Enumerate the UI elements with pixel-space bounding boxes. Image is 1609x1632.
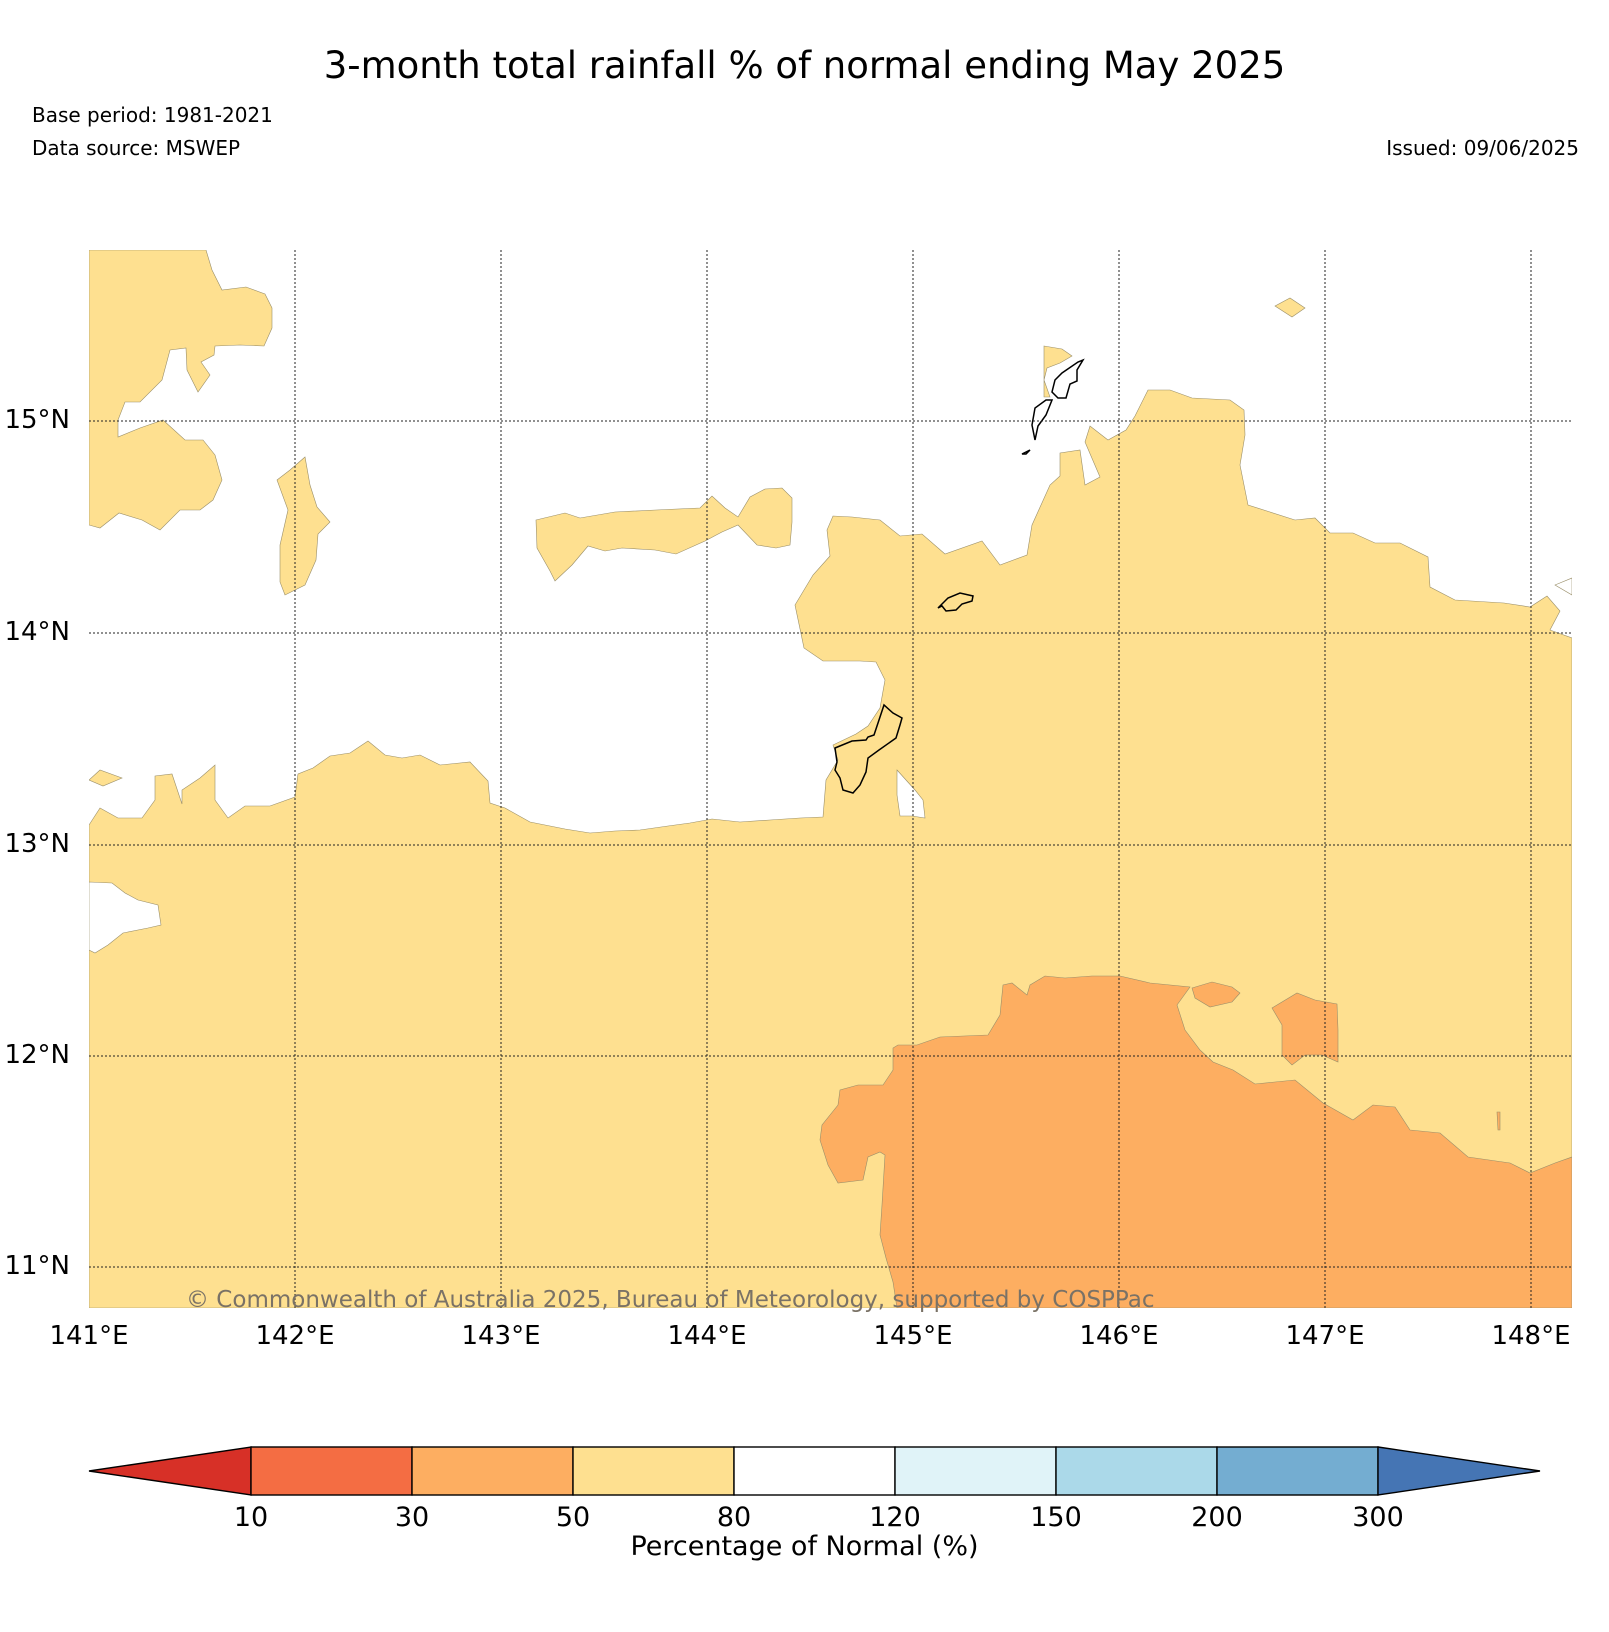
colorbar-tick-30: 30 — [394, 1502, 430, 1533]
colorbar-segment-10-30 — [250, 1446, 413, 1496]
coastline-saipan — [1051, 358, 1085, 399]
rain-region-50-80-nw — [89, 250, 273, 531]
lat-label-13n: 13°N — [4, 829, 70, 859]
coastline-guam — [834, 703, 903, 794]
lat-label-11n: 11°N — [4, 1251, 70, 1281]
colorbar-segment-80-120 — [733, 1446, 896, 1496]
rain-region-50-80-island-e — [89, 769, 123, 787]
chart-title: 3-month total rainfall % of normal endin… — [323, 44, 1286, 87]
rain-region-30-50-sliver — [1496, 1111, 1501, 1131]
colorbar-segment-120-150 — [894, 1446, 1057, 1496]
colorbar-tick-300: 300 — [1352, 1502, 1404, 1533]
lon-label-142e: 142°E — [255, 1321, 335, 1351]
colorbar-tick-120: 120 — [869, 1502, 921, 1533]
colorbar-title: Percentage of Normal (%) — [630, 1531, 979, 1562]
base-period-text: Base period: 1981-2021 — [32, 103, 273, 127]
lon-label-145e: 145°E — [873, 1321, 953, 1351]
colorbar-segment-50-80 — [572, 1446, 735, 1496]
colorbar — [88, 1446, 1541, 1496]
lat-label-14n: 14°N — [4, 617, 70, 647]
colorbar-extend-high — [1377, 1446, 1541, 1496]
rain-region-30-50-blob-a — [1191, 981, 1241, 1008]
rain-region-30-50-blob-b — [1271, 992, 1339, 1066]
issued-date-text: Issued: 09/06/2025 — [1386, 136, 1579, 160]
coastline-aguijan — [1021, 449, 1031, 455]
rain-region-50-80-island-a — [276, 456, 331, 596]
rain-region-80-120-west-coast — [89, 881, 162, 954]
colorbar-segment-200-300 — [1216, 1446, 1379, 1496]
rain-region-80-120-small-hole — [896, 769, 926, 819]
lon-label-146e: 146°E — [1079, 1321, 1159, 1351]
coastlines — [834, 358, 1085, 794]
coastline-rota — [937, 592, 974, 612]
colorbar-segment-30-50 — [411, 1446, 574, 1496]
lon-label-141e: 141°E — [49, 1321, 129, 1351]
colorbar-tick-80: 80 — [716, 1502, 752, 1533]
data-source-text: Data source: MSWEP — [32, 136, 241, 160]
rain-region-50-80-island-b — [535, 487, 793, 582]
colorbar-tick-150: 150 — [1030, 1502, 1082, 1533]
colorbar-tick-200: 200 — [1191, 1502, 1243, 1533]
colorbar-segment-150-200 — [1055, 1446, 1218, 1496]
colorbar-extend-low — [88, 1446, 252, 1496]
lat-label-15n: 15°N — [4, 405, 70, 435]
rain-region-50-80-island-d — [1274, 297, 1306, 318]
colorbar-tick-10: 10 — [233, 1502, 269, 1533]
rain-region-50-80-island-c — [1043, 345, 1073, 398]
rain-region-80-120-east-hole — [1554, 577, 1572, 596]
lat-label-12n: 12°N — [4, 1040, 70, 1070]
rain-region-30-50-main — [819, 975, 1572, 1308]
coastline-tinian — [1031, 399, 1054, 441]
lon-label-143e: 143°E — [461, 1321, 541, 1351]
copyright-notice: © Commonwealth of Australia 2025, Bureau… — [186, 1287, 1155, 1313]
map-gridlines — [89, 250, 1572, 1308]
lon-label-144e: 144°E — [667, 1321, 747, 1351]
lon-label-148e: 148°E — [1491, 1321, 1571, 1351]
lon-label-147e: 147°E — [1285, 1321, 1365, 1351]
colorbar-tick-50: 50 — [555, 1502, 591, 1533]
map-area — [89, 250, 1572, 1308]
